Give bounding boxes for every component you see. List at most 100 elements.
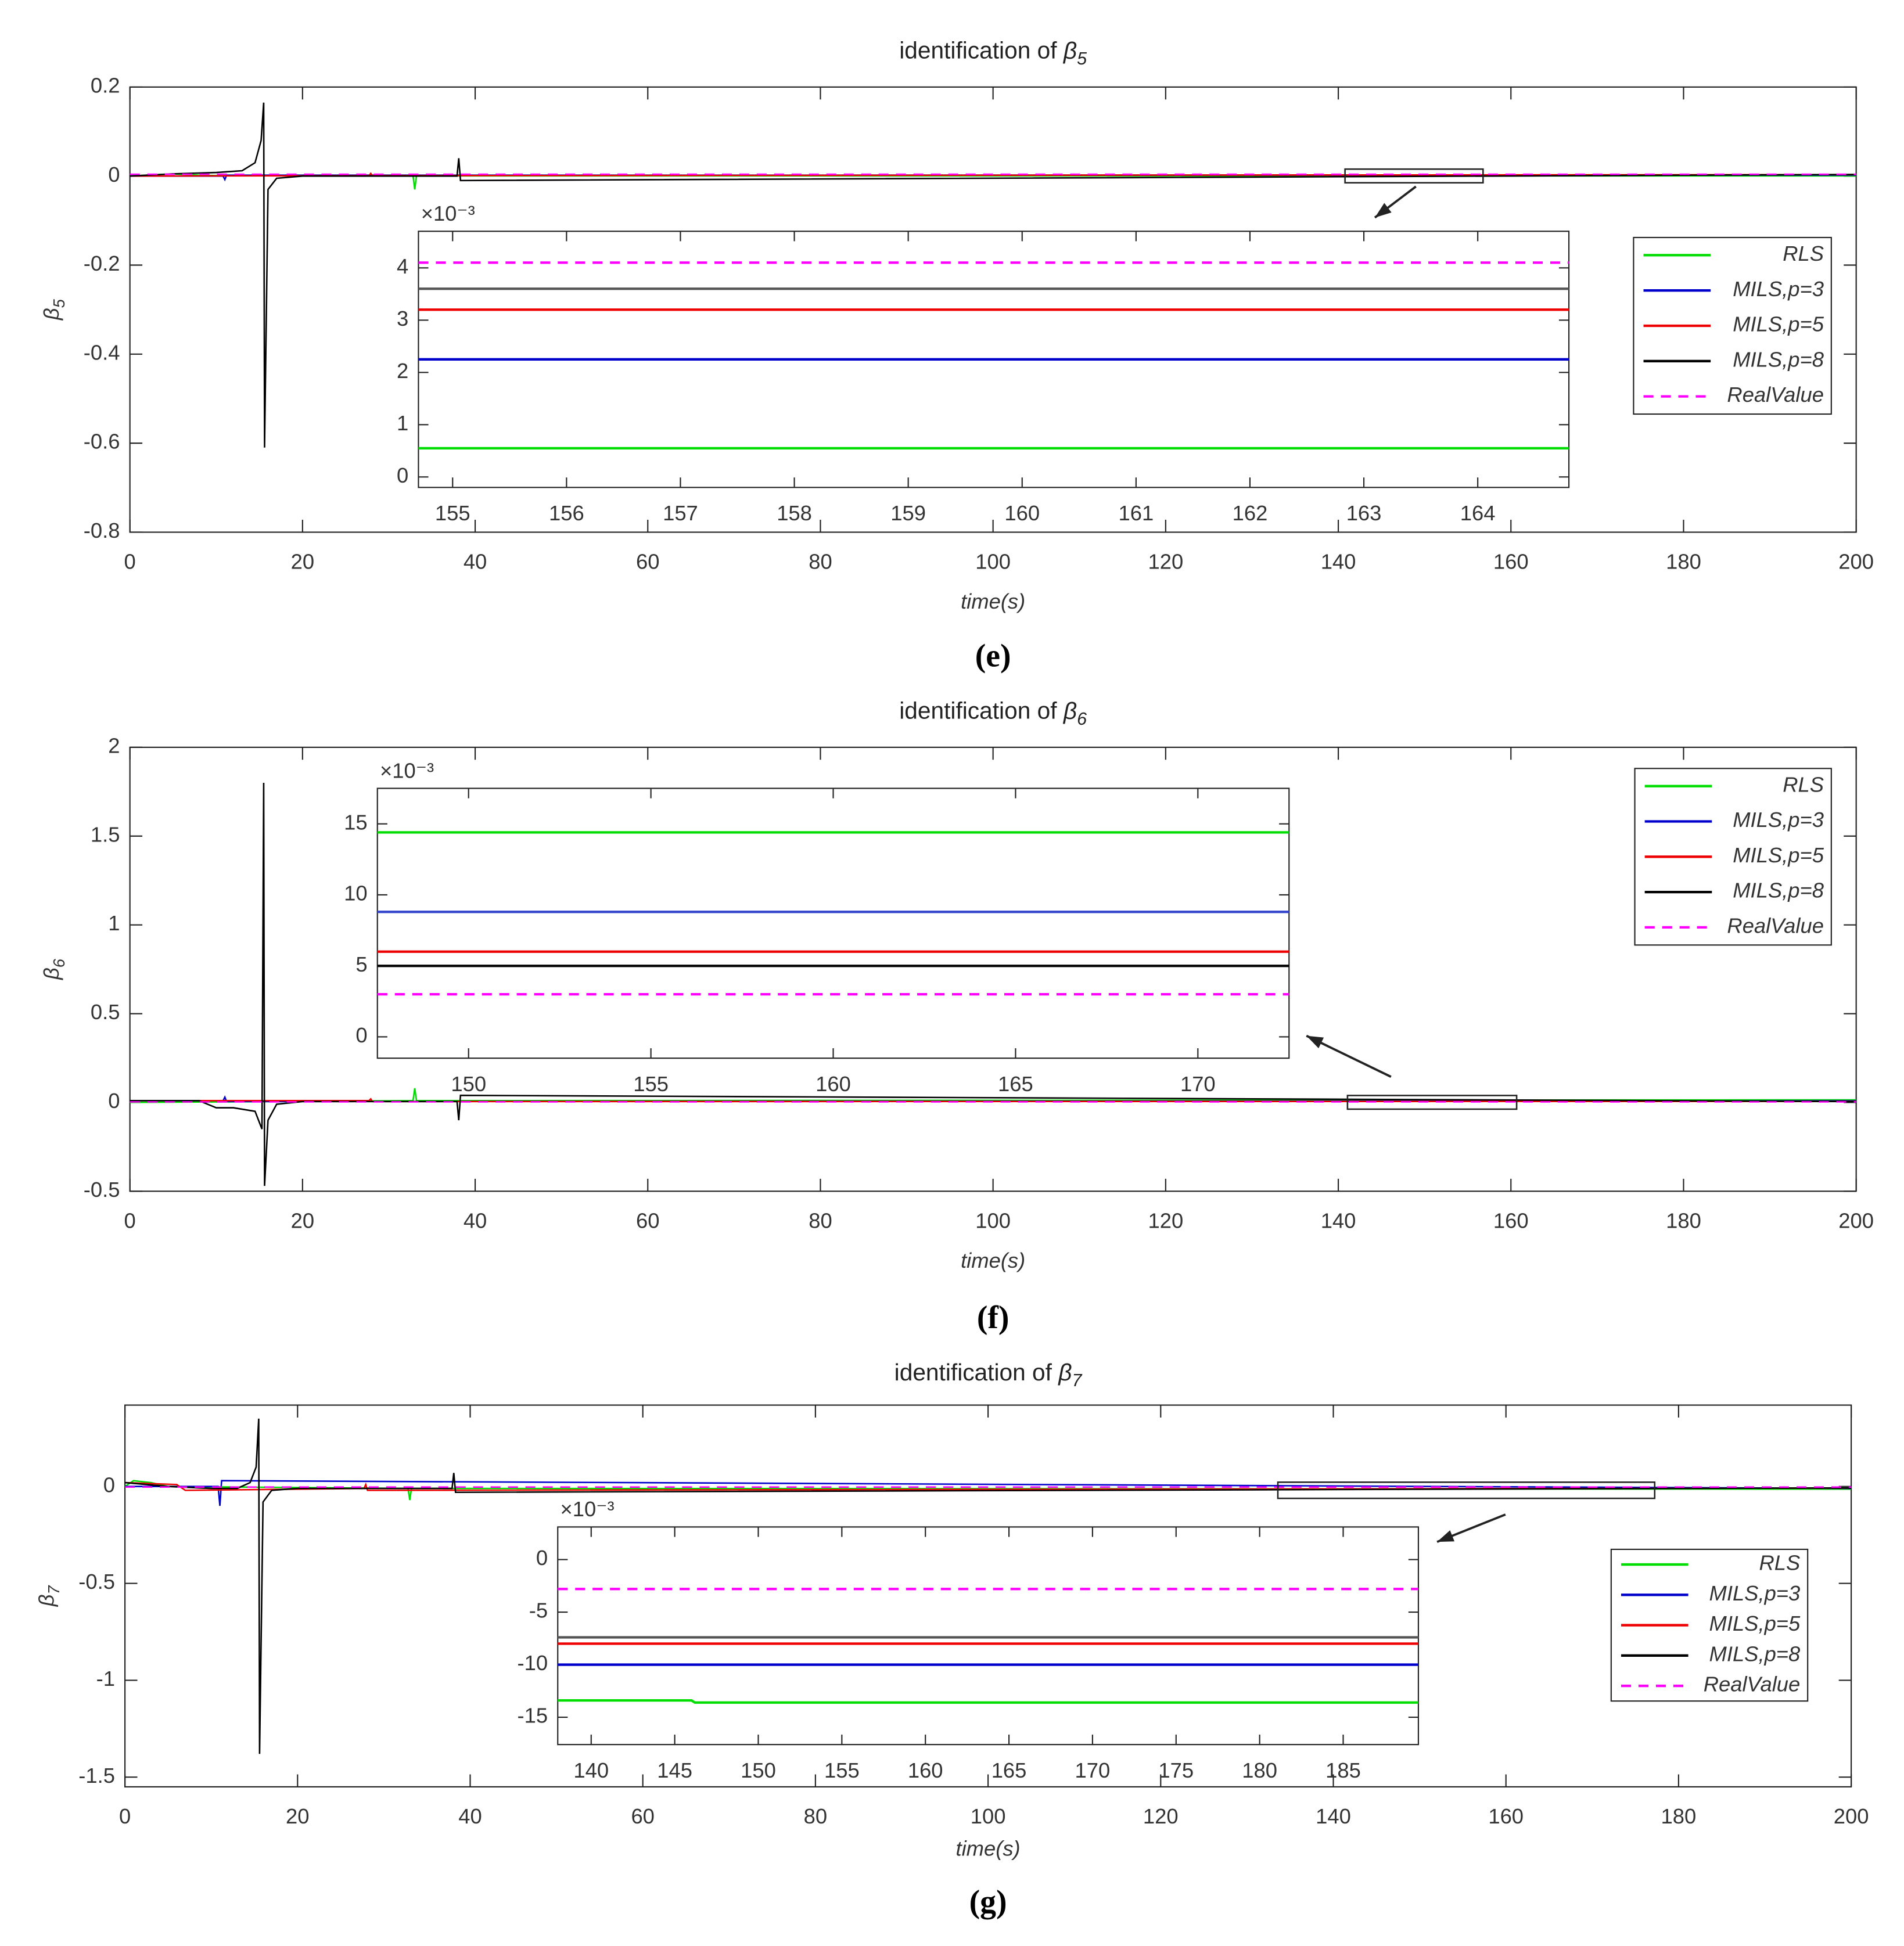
x-tick-label: 100 bbox=[975, 550, 1011, 574]
x-tick-label: 180 bbox=[1242, 1758, 1277, 1782]
y-tick-label: -0.5 bbox=[78, 1570, 115, 1594]
x-tick-label: 165 bbox=[998, 1072, 1033, 1096]
x-tick-label: 40 bbox=[458, 1804, 482, 1828]
legend-label: MILS,p=3 bbox=[1733, 277, 1824, 301]
x-tick-label: 60 bbox=[636, 1208, 659, 1232]
legend-label: MILS,p=5 bbox=[1733, 312, 1824, 336]
x-tick-label: 156 bbox=[549, 501, 584, 525]
zoom-box bbox=[1346, 1095, 1518, 1110]
x-tick-label: 140 bbox=[1321, 550, 1356, 574]
x-tick-label: 145 bbox=[657, 1758, 692, 1782]
y-tick-label: 10 bbox=[344, 882, 367, 905]
y-tick-label: 2 bbox=[108, 733, 120, 757]
y-tick-label: 0 bbox=[108, 163, 120, 186]
y-tick-label: 0 bbox=[108, 1089, 120, 1113]
x-tick-label: 180 bbox=[1661, 1804, 1697, 1828]
y-tick-label: 2 bbox=[397, 359, 408, 383]
y-tick-label: -0.8 bbox=[84, 519, 120, 542]
y-tick-label: -0.5 bbox=[84, 1178, 120, 1202]
scale-label: ×10⁻³ bbox=[561, 1497, 615, 1521]
x-tick-label: 200 bbox=[1834, 1804, 1869, 1828]
x-tick-label: 80 bbox=[809, 550, 832, 574]
legend-label: MILS,p=8 bbox=[1733, 347, 1824, 371]
x-tick-label: 0 bbox=[124, 550, 136, 574]
data-line bbox=[130, 172, 1856, 177]
x-tick-label: 100 bbox=[975, 1208, 1011, 1232]
x-tick-label: 159 bbox=[890, 501, 926, 525]
x-tick-label: 155 bbox=[824, 1758, 860, 1782]
x-tick-label: 80 bbox=[809, 1208, 832, 1232]
x-tick-label: 165 bbox=[991, 1758, 1027, 1782]
legend-label: RLS bbox=[1783, 242, 1824, 265]
y-tick-label: 1 bbox=[108, 911, 120, 935]
y-tick-label: 3 bbox=[397, 307, 408, 330]
legend-label: MILS,p=3 bbox=[1709, 1581, 1801, 1605]
arrow-head bbox=[1375, 203, 1392, 218]
y-tick-label: 0 bbox=[355, 1023, 367, 1047]
legend-label: MILS,p=8 bbox=[1733, 879, 1824, 902]
x-tick-label: 150 bbox=[451, 1072, 486, 1096]
legend-label: RealValue bbox=[1727, 383, 1824, 407]
x-tick-label: 155 bbox=[633, 1072, 669, 1096]
x-tick-label: 163 bbox=[1346, 501, 1382, 525]
x-tick-label: 170 bbox=[1180, 1072, 1216, 1096]
x-tick-label: 60 bbox=[636, 550, 659, 574]
x-tick-label: 160 bbox=[1493, 1208, 1529, 1232]
y-tick-label: 0 bbox=[536, 1546, 548, 1570]
legend-label: MILS,p=5 bbox=[1709, 1612, 1801, 1635]
x-axis-label: time(s) bbox=[956, 1837, 1021, 1861]
x-tick-label: 160 bbox=[816, 1072, 851, 1096]
x-tick-label: 120 bbox=[1143, 1804, 1179, 1828]
x-tick-label: 140 bbox=[1321, 1208, 1356, 1232]
data-line bbox=[558, 1699, 1418, 1704]
x-tick-label: 140 bbox=[573, 1758, 609, 1782]
x-tick-label: 170 bbox=[1075, 1758, 1111, 1782]
y-axis-label: β7 bbox=[34, 1584, 63, 1607]
x-tick-label: 120 bbox=[1148, 550, 1184, 574]
y-tick-label: -0.4 bbox=[84, 340, 120, 364]
y-axis-label: β6 bbox=[39, 958, 68, 980]
legend-label: MILS,p=8 bbox=[1709, 1642, 1801, 1666]
y-tick-label: 15 bbox=[344, 810, 367, 834]
legend-label: MILS,p=3 bbox=[1733, 808, 1824, 832]
arrow-head bbox=[1437, 1530, 1455, 1542]
y-tick-label: -15 bbox=[517, 1704, 548, 1728]
legend-label: RealValue bbox=[1704, 1672, 1801, 1696]
caption: (e) bbox=[975, 638, 1011, 674]
x-tick-label: 80 bbox=[804, 1804, 827, 1828]
x-tick-label: 164 bbox=[1460, 501, 1496, 525]
caption: (f) bbox=[977, 1300, 1010, 1336]
x-tick-label: 20 bbox=[291, 1208, 314, 1232]
x-axis-label: time(s) bbox=[961, 589, 1025, 613]
x-tick-label: 161 bbox=[1118, 501, 1154, 525]
zoom-box bbox=[1344, 168, 1484, 184]
scale-label: ×10⁻³ bbox=[421, 202, 475, 225]
x-tick-label: 185 bbox=[1325, 1758, 1361, 1782]
data-line bbox=[130, 783, 1856, 1186]
y-tick-label: 4 bbox=[397, 254, 408, 278]
x-tick-label: 162 bbox=[1233, 501, 1268, 525]
x-tick-label: 160 bbox=[1493, 550, 1529, 574]
arrow-head bbox=[1306, 1035, 1324, 1049]
data-line bbox=[124, 1418, 1852, 1754]
y-axis-label: β5 bbox=[39, 298, 68, 321]
legend-label: RLS bbox=[1759, 1551, 1801, 1575]
x-tick-label: 180 bbox=[1666, 1208, 1701, 1232]
x-tick-label: 175 bbox=[1158, 1758, 1194, 1782]
legend-label: MILS,p=5 bbox=[1733, 843, 1824, 867]
x-axis-label: time(s) bbox=[961, 1249, 1025, 1272]
x-tick-label: 160 bbox=[908, 1758, 943, 1782]
x-tick-label: 20 bbox=[291, 550, 314, 574]
inset-frame bbox=[557, 1526, 1420, 1746]
chart-title: identification of β6 bbox=[899, 697, 1087, 729]
y-tick-label: -0.2 bbox=[84, 251, 120, 275]
scale-label: ×10⁻³ bbox=[380, 758, 434, 782]
caption: (g) bbox=[969, 1884, 1007, 1920]
x-tick-label: 140 bbox=[1316, 1804, 1351, 1828]
y-tick-label: -1 bbox=[96, 1667, 115, 1690]
x-tick-label: 200 bbox=[1838, 550, 1874, 574]
x-tick-label: 160 bbox=[1004, 501, 1040, 525]
x-tick-label: 157 bbox=[663, 501, 698, 525]
x-tick-label: 158 bbox=[777, 501, 812, 525]
